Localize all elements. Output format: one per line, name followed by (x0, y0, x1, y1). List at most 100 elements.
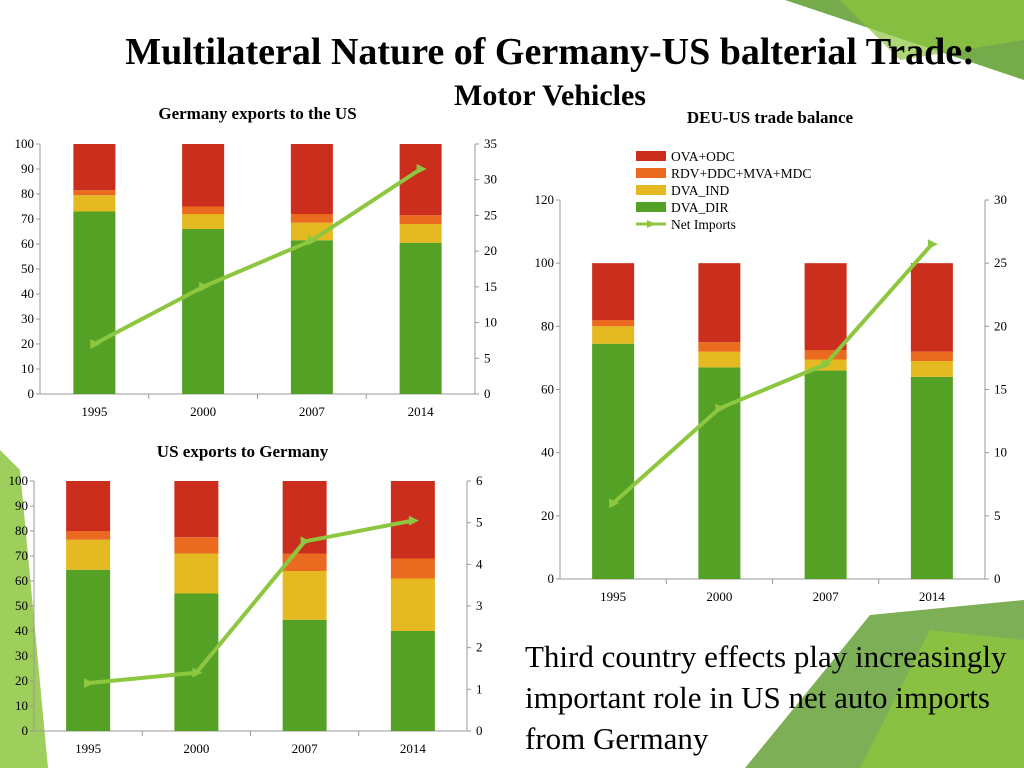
legend-label-dva-dir: DVA_DIR (671, 200, 729, 215)
y-tick-label: 80 (541, 318, 554, 333)
chart-trade-balance: 0 20 40 60 80 100 120 0 5 10 15 20 25 30 1995 2000 2007 2… (535, 149, 1008, 604)
y-tick-label: 20 (21, 336, 34, 351)
x-tick-label: 2007 (299, 404, 326, 419)
bar-rdv-ddc-mva-mdc-1995 (73, 190, 116, 196)
y2-tick-label: 3 (476, 598, 483, 613)
x-tick-label: 2014 (919, 589, 946, 604)
bar-dva-dir-2007 (804, 370, 847, 579)
legend-swatch-ova-odc (636, 151, 666, 161)
y-tick-label: 40 (15, 623, 28, 638)
legend-swatch-dva-dir (636, 202, 666, 212)
slide-caption: Third country effects play increasingly … (525, 639, 1007, 756)
bar-dva-ind-1995 (592, 326, 635, 344)
legend-swatch-dva-ind (636, 185, 666, 195)
point-net-imports-1995 (609, 498, 620, 509)
y2-tick-label: 25 (994, 255, 1007, 270)
y-tick-label: 40 (21, 286, 34, 301)
y-tick-label: 0 (22, 723, 29, 738)
bar-dva-ind-2014 (399, 224, 442, 243)
y-tick-label: 70 (21, 211, 34, 226)
bar-dva-dir-2014 (910, 376, 953, 579)
y-tick-label: 80 (21, 186, 34, 201)
y2-tick-label: 25 (484, 207, 497, 222)
x-tick-label: 1995 (75, 741, 101, 756)
y-tick-label: 30 (15, 648, 28, 663)
y-tick-label: 60 (15, 573, 28, 588)
bar-rdv-ddc-mva-mdc-2000 (182, 206, 225, 214)
y2-tick-label: 0 (994, 571, 1001, 586)
y-tick-label: 100 (15, 136, 35, 151)
legend-label-rdv-ddc-mva-mdc: RDV+DDC+MVA+MDC (671, 166, 811, 181)
bar-ova-odc-2014 (910, 263, 953, 352)
bar-dva-dir-1995 (73, 211, 116, 394)
x-tick-label: 2000 (706, 589, 732, 604)
y-tick-label: 10 (21, 361, 34, 376)
y-tick-label: 70 (15, 548, 28, 563)
bar-dva-dir-1995 (592, 343, 635, 579)
line-net-imports (611, 242, 934, 505)
y2-tick-label: 30 (994, 192, 1007, 207)
bar-dva-ind-1995 (66, 539, 111, 570)
legend-label-dva-ind: DVA_IND (671, 183, 730, 198)
bar-dva-dir-2007 (290, 240, 333, 394)
y2-tick-label: 2 (476, 640, 483, 655)
line-net-imports (87, 518, 414, 686)
point-net-imports-2000 (199, 281, 210, 292)
y2-tick-label: 10 (994, 445, 1007, 460)
point-net-imports-2014 (416, 164, 427, 174)
line-net-imports (93, 167, 422, 346)
slide-title: Multilateral Nature of Germany-US balter… (125, 31, 975, 73)
legend-marker-net-imports (647, 220, 656, 228)
legend-label-ova-odc: OVA+ODC (671, 149, 735, 164)
y-tick-label: 90 (15, 498, 28, 513)
bar-ova-odc-2000 (182, 144, 225, 207)
bar-dva-dir-2014 (399, 242, 442, 394)
bar-dva-ind-2000 (174, 553, 219, 594)
point-net-imports-2000 (715, 403, 726, 414)
x-tick-label: 2014 (408, 404, 435, 419)
bar-dva-dir-2000 (182, 229, 225, 394)
bar-rdv-ddc-mva-mdc-2014 (390, 558, 435, 579)
slide-subtitle: Motor Vehicles (454, 79, 646, 112)
chart-title-us-exports: US exports to Germany (156, 442, 329, 461)
y2-tick-label: 5 (994, 508, 1001, 523)
y-tick-label: 60 (541, 382, 554, 397)
y-tick-label: 60 (21, 236, 34, 251)
y2-tick-label: 1 (476, 681, 483, 696)
y2-tick-label: 20 (484, 243, 497, 258)
y-tick-label: 40 (541, 445, 554, 460)
x-tick-label: 2000 (183, 741, 209, 756)
legend-label-net-imports: Net Imports (671, 217, 736, 232)
y2-tick-label: 0 (484, 386, 491, 401)
bar-dva-ind-2007 (282, 571, 327, 620)
bar-ova-odc-2007 (804, 263, 847, 351)
bar-rdv-ddc-mva-mdc-1995 (592, 320, 635, 327)
x-tick-label: 1995 (600, 589, 626, 604)
chart-us-exports: 0 10 20 30 40 50 60 70 80 90 100 0 1 2 3 4 5 6 1995 2000 200… (9, 473, 484, 756)
y-tick-label: 20 (541, 508, 554, 523)
legend-swatch-rdv-ddc-mva-mdc (636, 168, 666, 178)
chart-germany-exports: 0 10 20 30 40 50 60 70 80 90 100 0 5 10 15 20 25 30 35 1995… (15, 136, 498, 419)
bar-rdv-ddc-mva-mdc-2014 (910, 351, 953, 362)
point-net-imports-2014 (927, 239, 938, 250)
y-tick-label: 100 (9, 473, 29, 488)
bar-dva-ind-2014 (910, 361, 953, 377)
y2-tick-label: 15 (484, 279, 497, 294)
point-net-imports-2000 (192, 667, 203, 678)
bar-rdv-ddc-mva-mdc-1995 (66, 531, 111, 540)
bar-dva-dir-2000 (698, 367, 741, 579)
point-net-imports-1995 (84, 678, 95, 689)
y2-tick-label: 5 (476, 515, 483, 530)
y-tick-label: 120 (535, 192, 555, 207)
bar-ova-odc-1995 (66, 481, 111, 531)
y2-tick-label: 4 (476, 556, 483, 571)
y2-tick-label: 15 (994, 382, 1007, 397)
bar-rdv-ddc-mva-mdc-2007 (804, 350, 847, 360)
y2-tick-label: 6 (476, 473, 483, 488)
bar-ova-odc-1995 (592, 263, 635, 321)
bar-dva-ind-2000 (182, 214, 225, 229)
y2-tick-label: 5 (484, 350, 491, 365)
bar-rdv-ddc-mva-mdc-2000 (174, 537, 219, 554)
y2-tick-label: 35 (484, 136, 497, 151)
